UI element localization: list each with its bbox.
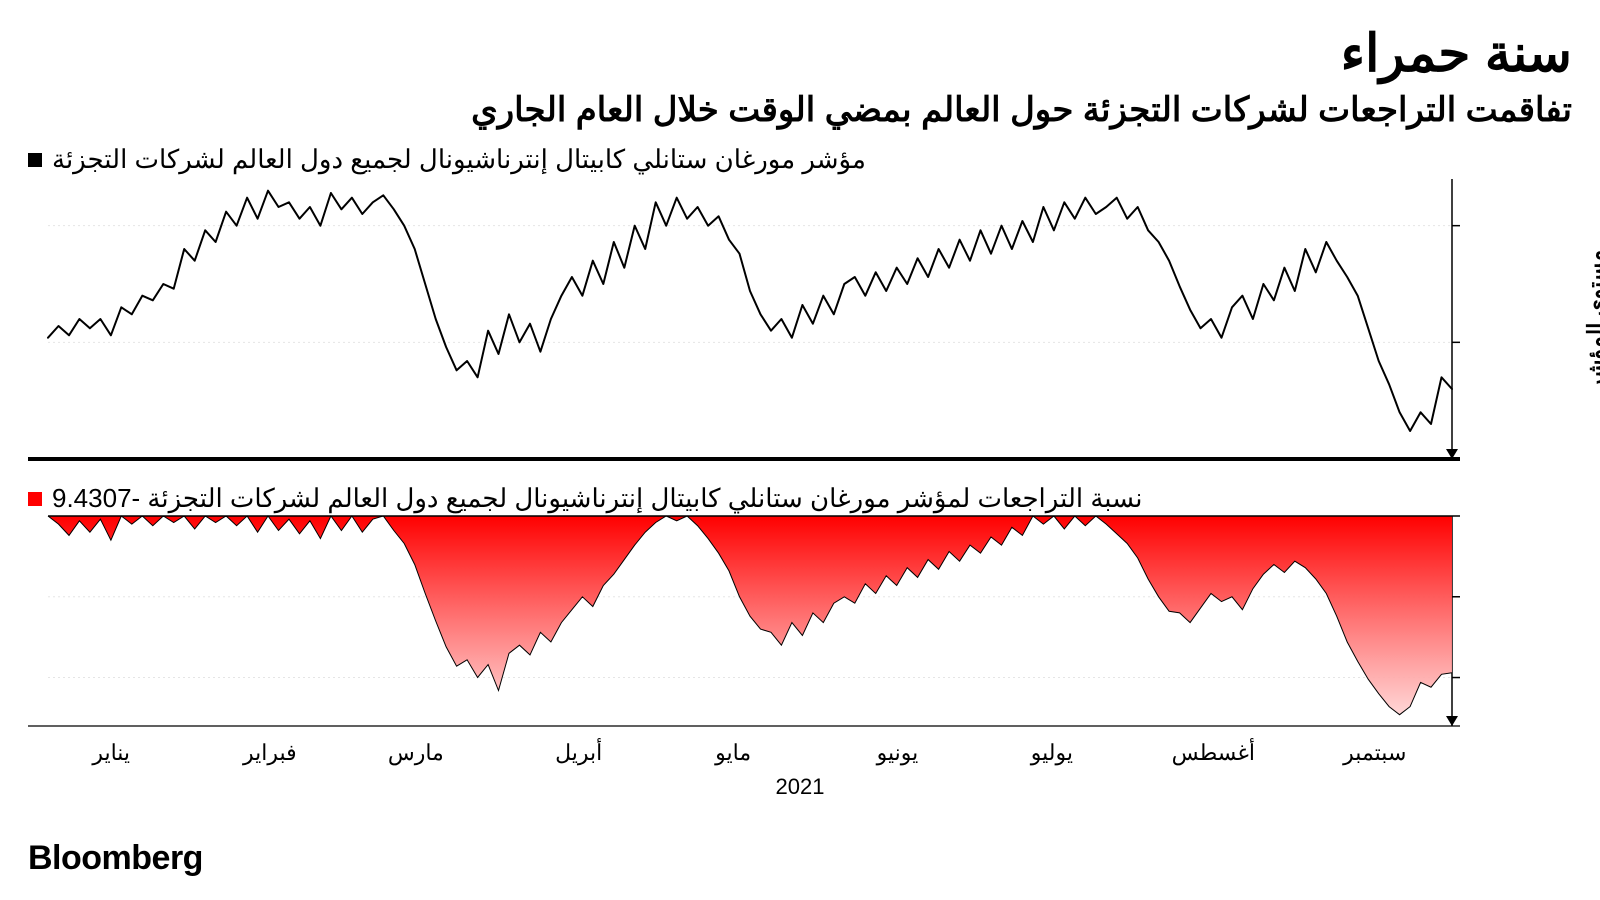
x-tick-label: مايو: [715, 740, 751, 766]
x-tick-label: فبراير: [243, 740, 297, 766]
bottom-y-tick: 0: [1578, 505, 1600, 531]
top-chart-svg: [28, 175, 1572, 465]
x-axis-year: 2021: [776, 774, 825, 800]
top-y-tick: 800: [1578, 215, 1600, 241]
x-tick-label: يناير: [92, 740, 130, 766]
legend-square-black-icon: [28, 153, 42, 167]
bottom-legend: نسبة التراجعات لمؤشر مورغان ستانلي كابيت…: [28, 483, 1572, 514]
x-tick-label: يوليو: [1031, 740, 1073, 766]
bottom-y-tick: -5: [1578, 586, 1600, 612]
x-tick-label: مارس: [388, 740, 444, 766]
top-legend: مؤشر مورغان ستانلي كابيتال إنترناشيونال …: [28, 144, 1572, 175]
top-chart: مستوى المؤشر 750800: [28, 175, 1572, 465]
x-tick-label: سبتمبر: [1343, 740, 1406, 766]
bottom-chart: 0-5-10: [28, 514, 1572, 732]
top-legend-label: مؤشر مورغان ستانلي كابيتال إنترناشيونال …: [52, 144, 866, 175]
x-axis: 2021 يناير فبراير مارس أبريل مايو يونيو يوليو أ…: [28, 740, 1572, 810]
x-tick-label: يونيو: [877, 740, 919, 766]
x-tick-label: أغسطس: [1172, 740, 1255, 766]
top-y-axis-title: مستوى المؤشر: [1583, 250, 1600, 390]
bottom-y-tick: -10: [1578, 667, 1600, 693]
legend-square-red-icon: [28, 492, 42, 506]
chart-canvas: سنة حمراء تفاقمت التراجعات لشركات التجزئ…: [0, 0, 1600, 900]
top-y-tick: 750: [1578, 331, 1600, 357]
x-tick-label: أبريل: [555, 740, 602, 766]
chart-title: سنة حمراء: [28, 24, 1572, 84]
chart-subtitle: تفاقمت التراجعات لشركات التجزئة حول العا…: [28, 90, 1572, 130]
brand-logo: Bloomberg: [28, 839, 203, 878]
bottom-legend-label: نسبة التراجعات لمؤشر مورغان ستانلي كابيت…: [52, 483, 1143, 514]
bottom-chart-svg: [28, 514, 1572, 732]
